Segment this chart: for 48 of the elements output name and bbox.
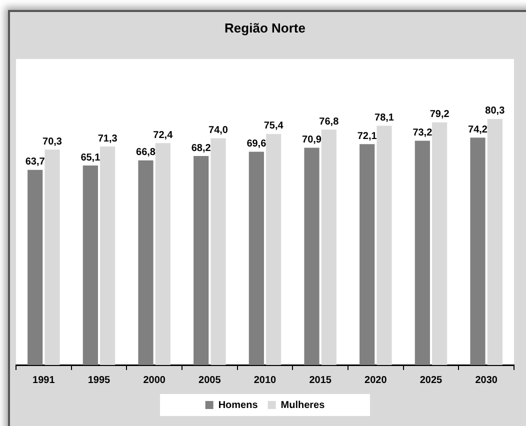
data-label: 74,0 [208,125,228,136]
bar [248,152,264,365]
legend-label: Homens [218,400,258,411]
x-tick-label: 2020 [364,374,388,386]
x-tick-label: 2030 [475,374,498,386]
x-tick-label: 2000 [143,374,166,386]
x-tick-label: 2005 [198,374,222,386]
x-tick-label: 2025 [420,374,443,386]
bar [487,118,502,365]
data-label: 73,2 [412,127,433,138]
data-label: 74,2 [468,124,488,136]
chart-title: Região Norte [224,20,306,36]
data-label: 70,3 [42,136,62,148]
bar [432,122,448,365]
x-tick-label: 2010 [254,374,277,386]
bar [304,148,320,365]
data-label: 66,8 [136,147,156,158]
bar [100,146,116,365]
data-label: 70,9 [302,134,322,146]
bar [414,140,430,365]
bar [28,170,43,365]
data-label: 69,6 [246,138,267,150]
bar [360,144,375,365]
x-tick-label: 1995 [88,374,111,386]
bar [194,156,209,365]
bar [138,160,154,365]
data-label: 72,4 [153,130,174,141]
legend-label: Mulheres [280,400,326,411]
x-tick-label: 1991 [32,374,56,386]
data-label: 63,7 [25,156,46,168]
data-label: 78,1 [374,112,394,124]
data-label: 71,3 [98,133,118,144]
data-label: 75,4 [264,120,284,132]
bar [376,126,392,365]
bar [82,166,98,365]
data-label: 65,1 [80,152,101,164]
data-label: 68,2 [191,142,212,154]
bar [470,138,486,365]
data-label: 79,2 [430,109,450,120]
bar [44,150,60,365]
bar [155,143,170,365]
bar [321,130,336,365]
data-label: 80,3 [485,106,506,117]
x-tick-label: 2015 [309,374,332,386]
bar [210,138,226,365]
bar [266,134,282,365]
data-label: 76,8 [319,116,340,128]
data-label: 72,1 [357,130,378,142]
